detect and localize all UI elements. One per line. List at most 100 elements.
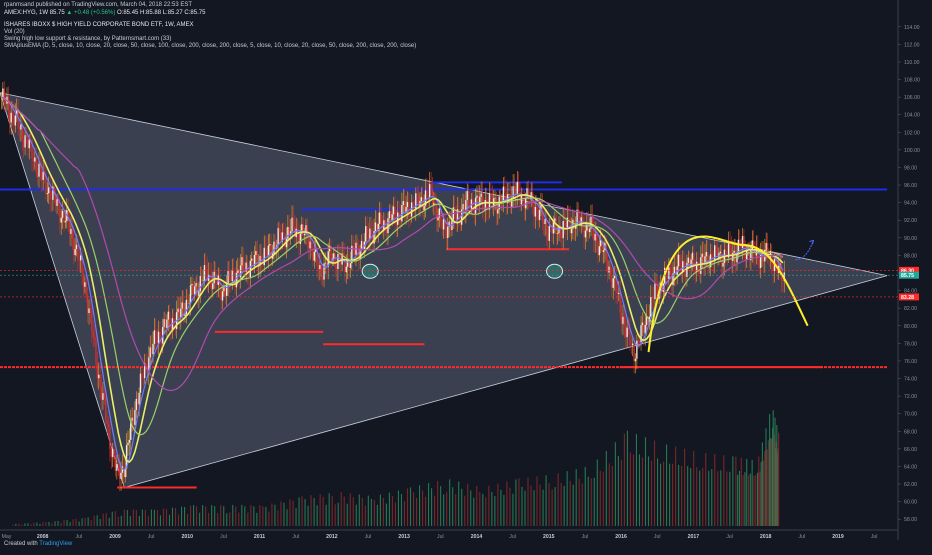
volume-bar: [124, 509, 125, 526]
volume-bar: [576, 469, 577, 526]
ohlc-line: AMEX:HYG, 1W 85.75 ▲ +0.48 (+0.56%) O:85…: [4, 10, 205, 17]
candle-body: [73, 238, 74, 255]
candle-body: [692, 253, 693, 260]
volume-bar: [323, 497, 324, 526]
candle-body: [754, 253, 755, 256]
volume-bar: [208, 513, 209, 526]
volume-bar: [506, 482, 507, 526]
candle-body: [163, 319, 164, 327]
volume-bar: [247, 513, 248, 526]
volume-bar: [770, 438, 771, 526]
volume-bar: [317, 505, 318, 526]
volume-bar: [199, 513, 200, 526]
volume-bar: [60, 523, 61, 526]
candle-body: [603, 250, 604, 252]
candle-body: [543, 221, 544, 224]
volume-bar: [767, 449, 768, 526]
volume-bar: [380, 495, 381, 526]
volume-bar: [582, 483, 583, 526]
volume-bar: [567, 471, 568, 526]
candle-body: [41, 169, 42, 180]
candle-body: [168, 312, 169, 320]
candle-body: [422, 197, 423, 210]
volume-bar: [274, 505, 275, 526]
candle-body: [503, 187, 504, 203]
candle-body: [152, 344, 153, 354]
candle-body: [702, 254, 703, 257]
volume-bar: [88, 517, 89, 526]
volume-bar: [85, 518, 86, 526]
candle-body: [614, 276, 615, 278]
indicator-sma-ema[interactable]: SMAplusEMA (D, 5, close, 10, close, 20, …: [4, 43, 416, 50]
publisher-line: rpanmsand published on TradingView.com, …: [4, 2, 192, 9]
candle-body: [90, 308, 91, 310]
candle-body: [722, 263, 723, 267]
volume-bar: [157, 510, 158, 526]
volume-bar: [314, 498, 315, 526]
candle-body: [490, 193, 491, 194]
volume-bar: [341, 492, 342, 526]
candle-body: [10, 113, 11, 123]
volume-bar: [485, 497, 486, 526]
candle-body: [129, 440, 130, 443]
volume-bar: [645, 437, 646, 526]
candle-body: [24, 135, 25, 147]
volume-bar: [79, 522, 80, 526]
tradingview-logo[interactable]: TradingView: [39, 541, 72, 547]
candle-body: [610, 267, 611, 275]
volume-bar: [443, 494, 444, 526]
candle-body: [436, 204, 437, 220]
candle-body: [442, 221, 443, 229]
candle-body: [143, 377, 144, 378]
symbol-label[interactable]: AMEX:HYG, 1W: [4, 10, 48, 16]
volume-bar: [579, 479, 580, 526]
y-tick-label: 64.00: [904, 464, 917, 470]
volume-bar: [729, 472, 730, 526]
candle-body: [624, 317, 625, 326]
volume-bar: [368, 496, 369, 526]
volume-bar: [558, 473, 559, 526]
candle-body: [223, 288, 224, 292]
volume-bar: [428, 483, 429, 526]
candle-body: [222, 291, 223, 300]
candle-body: [651, 297, 652, 298]
volume-bar: [64, 520, 65, 526]
volume-bar: [109, 518, 110, 526]
candle-body: [571, 229, 572, 233]
indicator-swing-sr[interactable]: Swing high low support & resistance, by …: [4, 36, 171, 43]
footer-credit: Created with TradingView: [4, 541, 72, 547]
candle-body: [689, 258, 690, 268]
volume-bar: [746, 459, 747, 526]
candle-body: [468, 191, 469, 205]
candle-body: [365, 226, 366, 242]
candle-body: [443, 219, 444, 229]
candle-body: [486, 200, 487, 208]
y-tick-label: 92.00: [904, 218, 917, 224]
candle-body: [455, 218, 456, 220]
candle-body: [62, 211, 63, 218]
indicator-volume[interactable]: Vol (20): [4, 29, 25, 36]
volume-bar: [253, 506, 254, 526]
volume-bar: [464, 496, 465, 526]
volume-bar: [660, 464, 661, 526]
volume-bar: [103, 514, 104, 526]
candle-body: [150, 347, 151, 357]
volume-bar: [479, 492, 480, 526]
candle-body: [532, 192, 533, 205]
candle-body: [247, 263, 248, 273]
volume-bar: [446, 492, 447, 526]
y-tick-label: 72.00: [904, 394, 917, 400]
candle-body: [639, 341, 640, 342]
candle-body: [119, 465, 120, 479]
candle-body: [309, 242, 310, 249]
volume-bar: [618, 456, 619, 526]
candle-body: [77, 245, 78, 260]
volume-bar: [648, 456, 649, 526]
volume-bar: [94, 516, 95, 526]
candle-body: [265, 248, 266, 249]
volume-bar: [515, 479, 516, 526]
volume-bar: [530, 486, 531, 526]
volume-bar: [687, 466, 688, 526]
